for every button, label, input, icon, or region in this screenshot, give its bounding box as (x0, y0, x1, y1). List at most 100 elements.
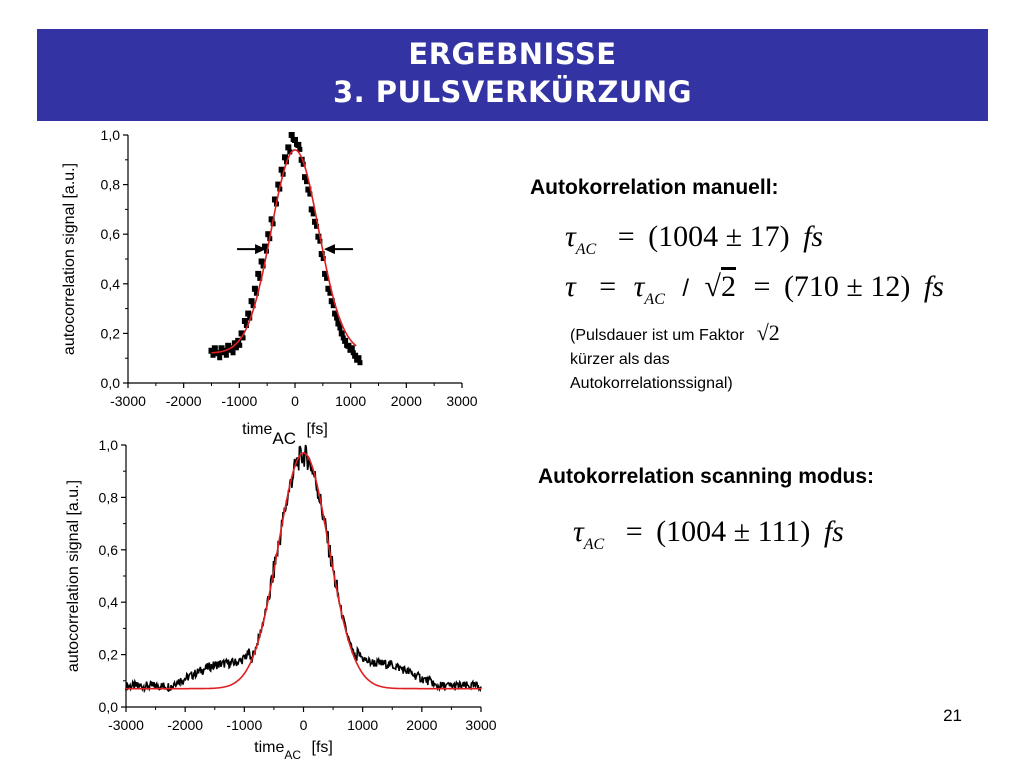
chart1-data-point-2 (253, 290, 259, 296)
formula-symbol: τ (565, 220, 576, 253)
page-number: 21 (943, 706, 962, 725)
chart1-data-point (285, 144, 292, 151)
chart1-data-point (355, 355, 362, 362)
chart1-data-point-2 (304, 179, 310, 185)
formula-slash: / (682, 275, 690, 302)
chart2-y-tick-label: 1,0 (99, 437, 119, 453)
chart1-data-point (211, 345, 218, 352)
chart1-data-point-2 (337, 325, 343, 331)
chart1-data-point (308, 206, 315, 213)
chart1-data-point (338, 330, 345, 337)
chart1-data-point-2 (310, 211, 316, 217)
chart1-data-point (298, 156, 305, 163)
chart1-data-point (275, 181, 282, 188)
chart1-data-point (265, 231, 272, 238)
chart2-fit-curve (126, 452, 481, 690)
chart1-y-tick-label: 0,2 (101, 325, 121, 341)
chart1-y-tick-label: 0,8 (101, 177, 121, 193)
chart1-data-point (345, 342, 352, 349)
chart2-x-tick-label: 0 (300, 717, 308, 733)
formula-symbol: τ (573, 515, 584, 548)
chart1-data-point-2 (233, 345, 239, 351)
chart1-x-tick-label: -1000 (221, 393, 257, 409)
chart1-x-tick-label: 3000 (446, 393, 477, 409)
chart1-data-point (238, 330, 245, 337)
chart1-data-point (231, 340, 238, 347)
chart2-y-axis-label: autocorrelation signal [a.u.] (65, 480, 82, 672)
chart1-data-point (268, 216, 275, 223)
chart1-data-point (312, 218, 319, 225)
chart1-data-point-2 (210, 352, 216, 358)
formula-unit: fs (923, 270, 944, 303)
chart2-x-tick-label: 2000 (406, 717, 437, 733)
chart1-data-point-2 (300, 161, 306, 167)
formula-two: 2 (721, 270, 737, 303)
chart1-data-point-2 (260, 263, 266, 269)
chart1-fwhm-arrow-right-head (323, 244, 335, 255)
title-line-2: 3. PULSVERKÜRZUNG (332, 75, 693, 109)
chart1-data-point-2 (250, 303, 256, 309)
chart2-x-axis-label-main: time (254, 739, 284, 756)
chart1-x-tick-label: 2000 (391, 393, 422, 409)
formula-equals: = (599, 270, 617, 303)
formula-symbol-2: τ (633, 270, 645, 303)
chart1-data-point (328, 298, 335, 305)
formula-subscript: AC (644, 291, 665, 308)
formula-value: (710 ± 12) (783, 270, 911, 303)
chart2-y-tick-label: 0,6 (99, 542, 119, 558)
formula-equals: = (625, 515, 643, 548)
formula-tau-ac-scan: τAC = (1004 ± 111) fs (573, 515, 844, 554)
chart1-data-point (292, 136, 298, 143)
formula-sqrt: √ (704, 270, 722, 303)
chart1-y-tick-label: 0,6 (101, 226, 121, 242)
chart1-data-point-2 (334, 315, 340, 321)
formula-symbol: τ (565, 270, 576, 303)
chart1-data-point-2 (330, 303, 336, 309)
chart1-x-axis-label: timeAC [fs] (242, 421, 328, 448)
chart1-data-point (332, 310, 339, 317)
chart1-data-point-2 (324, 275, 330, 281)
note-line-1: (Pulsdauer ist um Faktor (570, 327, 745, 344)
chart2-y-tick-label: 0,2 (99, 647, 119, 663)
chart1-data-point-2 (307, 191, 313, 197)
chart1-data-point (251, 285, 258, 292)
chart1-data-point (225, 342, 232, 349)
chart2-y-tick-label: 0,8 (99, 489, 119, 505)
chart2-y-tick-label: 0,0 (99, 699, 119, 715)
chart1-data-point (258, 258, 265, 265)
note-sqrt-factor: √2 (756, 320, 780, 345)
chart1-x-tick-label: -2000 (166, 393, 202, 409)
chart1-data-point (322, 270, 329, 277)
chart1-data-point (261, 243, 268, 250)
scan-heading: Autokorrelation scanning modus: (538, 465, 875, 488)
chart1-data-point-2 (327, 290, 333, 296)
chart1-data-point (208, 347, 215, 354)
chart1-data-point (255, 270, 262, 277)
chart1-y-tick-label: 0,0 (101, 375, 121, 391)
chart2-x-axis-label-sub: AC (284, 748, 301, 762)
chart1-data-point (335, 320, 342, 327)
chart1-data-point (241, 318, 248, 324)
chart1-data-point (325, 285, 332, 292)
chart1-data-point (281, 154, 288, 161)
title-banner: ERGEBNISSE 3. PULSVERKÜRZUNG (37, 29, 988, 121)
chart1-data-point (288, 132, 295, 138)
chart2-x-tick-label: 1000 (347, 717, 378, 733)
chart1-data-point (348, 345, 355, 352)
chart1-data-point-2 (297, 146, 303, 152)
chart1-data-point (315, 233, 322, 240)
formula-subscript: AC (583, 536, 605, 553)
chart1-x-tick-label: 0 (291, 393, 299, 409)
chart1-data-point-2 (320, 256, 326, 262)
formula-equals: = (617, 220, 635, 253)
chart1-data-point-2 (257, 275, 263, 281)
chart2-x-tick-label: -3000 (108, 717, 144, 733)
chart2-y-tick-label: 0,4 (99, 594, 119, 610)
formula-unit: fs (803, 220, 824, 253)
chart2-x-tick-label: -2000 (167, 717, 203, 733)
chart1-data-point-2 (357, 360, 363, 366)
chart1-x-tick-label: 1000 (335, 393, 366, 409)
chart1-data-point (305, 186, 312, 193)
chart1-data-point (248, 298, 255, 305)
